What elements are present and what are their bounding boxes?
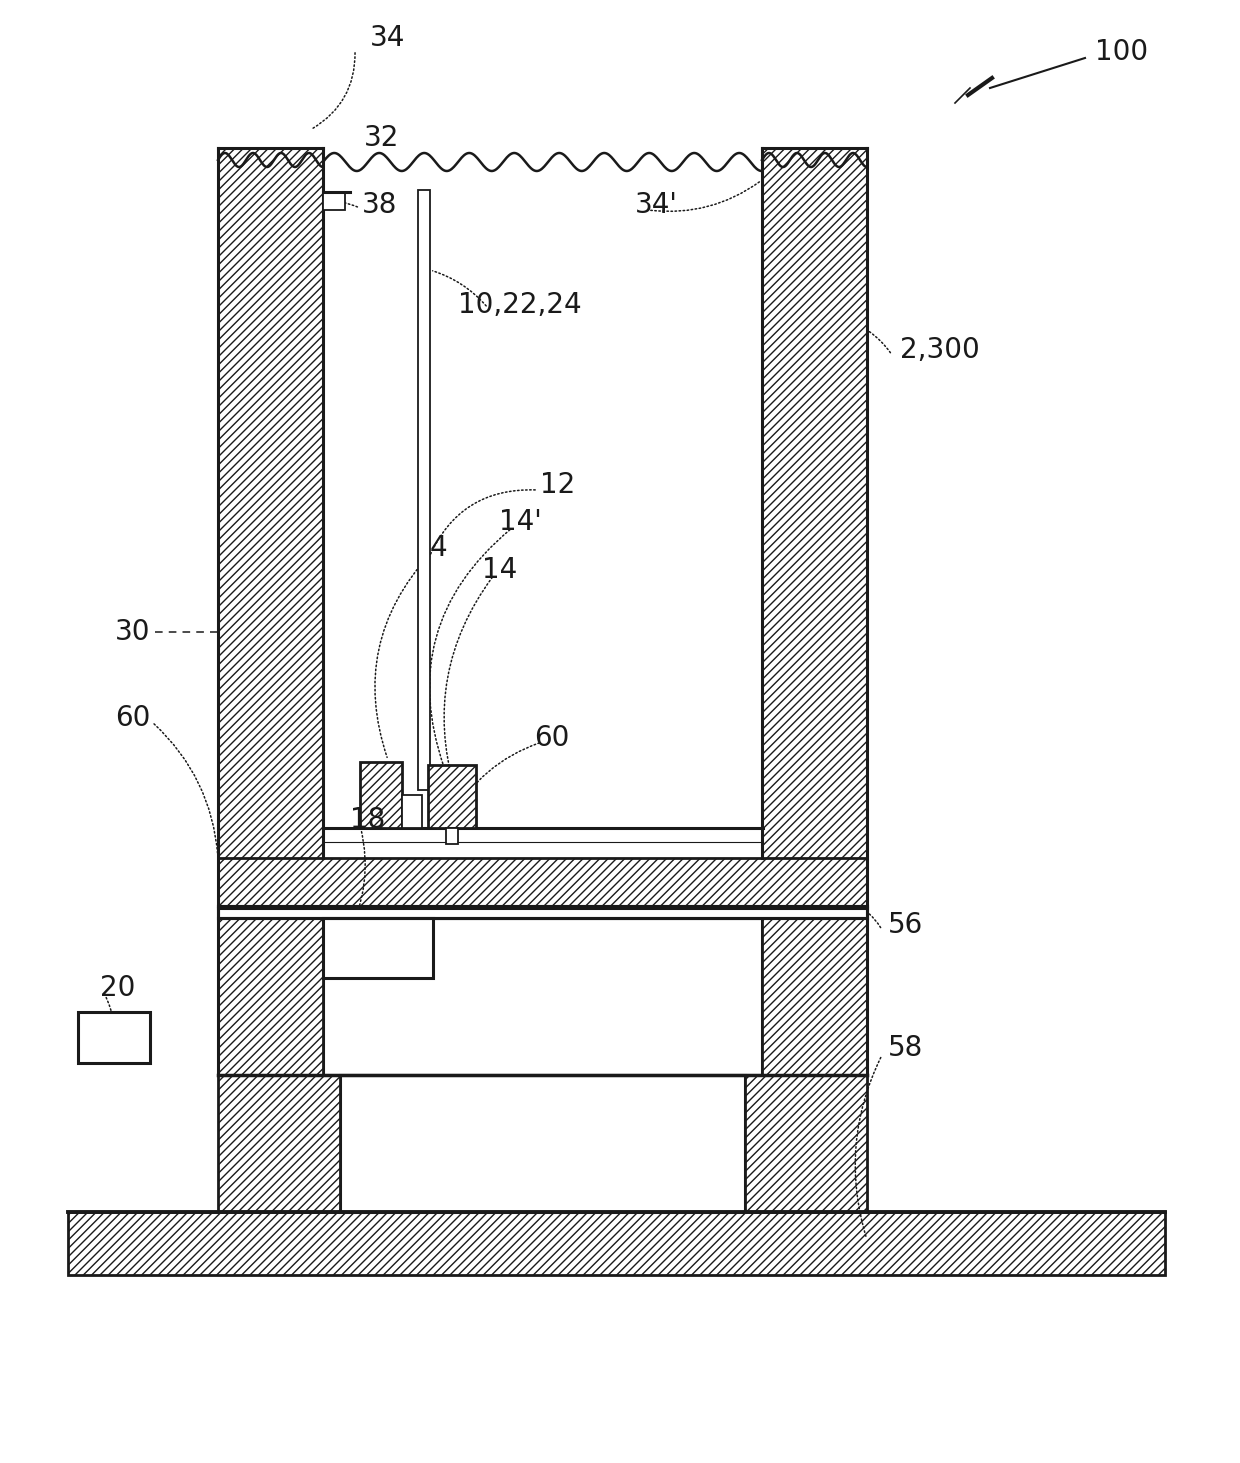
Text: 2,300: 2,300 <box>900 336 980 364</box>
Bar <box>218 1075 340 1211</box>
Text: 38: 38 <box>362 192 397 219</box>
Text: 100: 100 <box>1095 38 1148 66</box>
Text: 14: 14 <box>482 556 517 584</box>
Bar <box>218 857 867 909</box>
Bar <box>218 148 322 878</box>
Bar <box>418 190 430 790</box>
Bar <box>428 765 476 828</box>
Bar <box>218 906 867 917</box>
Text: 30: 30 <box>114 617 150 647</box>
Bar <box>745 1075 867 1211</box>
Text: 56: 56 <box>888 911 924 939</box>
Text: 10,22,24: 10,22,24 <box>459 291 582 319</box>
Bar <box>763 917 867 1075</box>
Bar <box>68 1211 1166 1274</box>
Text: 60: 60 <box>114 704 150 732</box>
Text: 34': 34' <box>635 192 678 219</box>
Bar <box>322 917 433 977</box>
Bar <box>218 917 322 1075</box>
Bar <box>446 828 458 844</box>
Text: 20: 20 <box>100 974 135 1002</box>
Bar <box>360 762 402 828</box>
Text: 58: 58 <box>888 1034 924 1062</box>
Bar <box>402 794 422 828</box>
Text: 18: 18 <box>351 806 386 834</box>
Text: 14': 14' <box>498 508 542 535</box>
Bar <box>322 148 763 857</box>
Bar <box>78 1012 150 1064</box>
Bar <box>763 148 867 878</box>
Text: 60: 60 <box>534 724 569 752</box>
Bar <box>340 1075 745 1211</box>
Text: 4: 4 <box>429 534 446 562</box>
Text: 32: 32 <box>365 124 399 152</box>
Bar <box>322 917 763 1075</box>
Text: 12: 12 <box>541 471 575 499</box>
Text: 34: 34 <box>371 23 405 53</box>
Bar <box>322 192 345 211</box>
